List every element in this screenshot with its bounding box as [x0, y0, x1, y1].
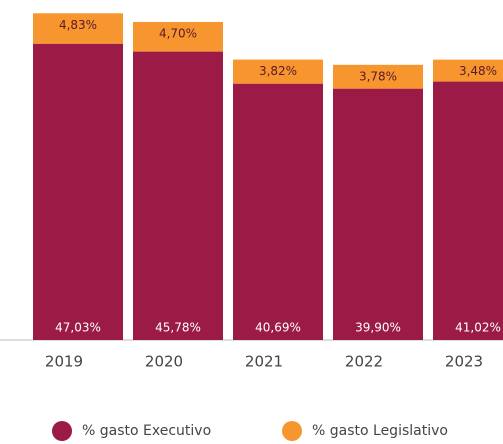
bar-segment: [33, 43, 123, 340]
x-tick-label: 2023: [445, 353, 483, 371]
bar-segment: [333, 64, 423, 89]
value-label: 40,69%: [255, 321, 301, 335]
bar-segment: [233, 83, 323, 340]
value-label: 4,83%: [59, 18, 97, 32]
bar-segment: [433, 59, 503, 82]
value-label: 47,03%: [55, 321, 101, 335]
legend-label: % gasto Legislativo: [312, 423, 448, 439]
value-label: 3,48%: [459, 64, 497, 78]
value-label: 41,02%: [455, 321, 501, 335]
legend-swatch: [52, 421, 72, 441]
value-label: 3,82%: [259, 64, 297, 78]
value-label: 39,90%: [355, 321, 401, 335]
bar-segment: [433, 81, 503, 340]
x-tick-label: 2019: [45, 353, 83, 371]
bar-segment: [333, 88, 423, 340]
bar-segment: [233, 59, 323, 84]
value-label: 4,70%: [159, 26, 197, 40]
bar-segment: [133, 51, 223, 340]
legend-label: % gasto Executivo: [82, 423, 211, 439]
value-label: 45,78%: [155, 321, 201, 335]
legend-swatch: [282, 421, 302, 441]
bar-segment: [33, 13, 123, 44]
value-label: 3,78%: [359, 69, 397, 83]
bar-segment: [133, 21, 223, 52]
x-tick-label: 2022: [345, 353, 383, 371]
x-tick-label: 2021: [245, 353, 283, 371]
x-tick-label: 2020: [145, 353, 183, 371]
